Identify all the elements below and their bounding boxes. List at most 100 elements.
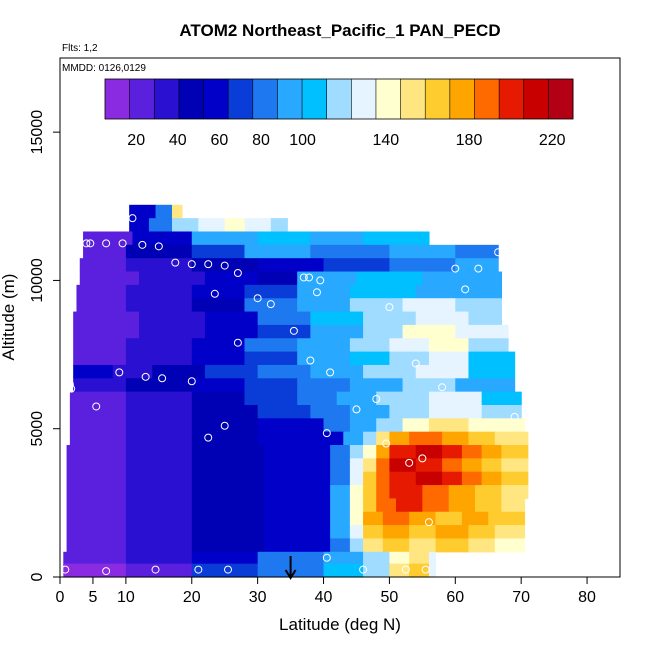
heatmap-cell <box>191 551 259 566</box>
heatmap-cell <box>244 351 298 366</box>
heatmap-cell <box>461 511 489 526</box>
heatmap-cell <box>448 498 476 513</box>
heatmap-cell <box>389 563 410 578</box>
heatmap-cell <box>191 231 259 246</box>
y-tick-label: 15000 <box>29 110 46 155</box>
heatmap-cell <box>125 471 193 486</box>
x-axis: 0 5 10 20 30 40 50 60 70 80 <box>56 577 596 606</box>
heatmap-cell <box>125 431 193 446</box>
colorbar-segment <box>252 79 278 119</box>
colorbar-segment <box>548 79 574 119</box>
heatmap-cell <box>112 364 153 379</box>
colorbar <box>104 78 574 120</box>
heatmap-cell <box>125 284 193 299</box>
observation-point <box>322 553 331 562</box>
heatmap-cell <box>125 378 193 393</box>
heatmap-cell <box>244 284 298 299</box>
heatmap-cell <box>191 378 246 393</box>
heatmap-cell <box>435 511 463 526</box>
heatmap-cell <box>69 431 127 446</box>
heatmap-cell <box>76 284 127 299</box>
heatmap-cell <box>66 525 127 540</box>
heatmap-cell <box>244 338 298 353</box>
colorbar-segment <box>375 79 402 119</box>
heatmap-cell <box>297 284 351 299</box>
colorbar-tick-label: 60 <box>211 132 229 149</box>
heatmap-cell <box>270 218 288 233</box>
heatmap-cell <box>481 404 522 419</box>
y-axis: 0 5000 10000 15000 <box>29 110 60 581</box>
heatmap-cell <box>448 485 476 500</box>
observation-point <box>418 454 427 463</box>
heatmap-cell <box>172 204 183 219</box>
observation-point <box>266 300 275 309</box>
heatmap-cell <box>66 511 127 526</box>
colorbar-ticks: 20 40 60 80 100 140 180 220 <box>127 132 565 149</box>
heatmap-cell <box>389 431 410 446</box>
heatmap-cell <box>191 351 246 366</box>
colorbar-tick-label: 80 <box>252 132 270 149</box>
heatmap-cell <box>125 458 193 473</box>
x-tick-label: 50 <box>381 589 399 606</box>
heatmap-cell <box>428 418 470 433</box>
heatmap-cell <box>125 351 193 366</box>
heatmap-cell <box>191 258 259 273</box>
heatmap-cell <box>376 431 391 446</box>
x-tick-label: 0 <box>56 589 65 606</box>
colorbar-segment <box>228 79 254 119</box>
heatmap-cell <box>330 525 351 540</box>
heatmap-cell <box>363 551 391 566</box>
heatmap-cell <box>501 458 529 473</box>
heatmap-cell <box>155 204 173 219</box>
heatmap-cell <box>409 563 430 578</box>
observation-point <box>67 384 76 393</box>
colorbar-segment <box>425 79 451 119</box>
heatmap-cell <box>191 244 246 259</box>
heatmap-cell <box>356 271 423 286</box>
heatmap-cell <box>389 351 430 366</box>
heatmap-cell <box>204 271 259 286</box>
observation-point <box>424 518 433 527</box>
heatmap-cell <box>349 511 364 526</box>
colorbar-segment <box>129 79 155 119</box>
heatmap-cell <box>66 538 127 553</box>
observation-point <box>141 372 150 381</box>
heatmap-cell <box>494 525 526 540</box>
heatmap-cell <box>79 258 127 273</box>
heatmap-cell <box>73 351 127 366</box>
colorbar-tick-label: 180 <box>456 132 483 149</box>
observation-point <box>128 214 137 223</box>
heatmap-layer <box>63 204 529 578</box>
heatmap-cell <box>428 338 470 353</box>
heatmap-cell <box>461 445 483 459</box>
heatmap-cell <box>73 324 140 339</box>
x-tick-label: 70 <box>512 589 530 606</box>
heatmap-cell <box>224 218 246 233</box>
heatmap-cell <box>475 485 503 500</box>
observation-point <box>326 368 335 377</box>
heatmap-cell <box>349 351 391 366</box>
observation-point <box>461 285 470 294</box>
heatmap-cell <box>428 404 483 419</box>
heatmap-cell <box>191 338 246 353</box>
heatmap-cell <box>376 458 391 473</box>
heatmap-cell <box>415 364 470 379</box>
colorbar-tick-label: 40 <box>169 132 187 149</box>
heatmap-cell <box>191 418 259 433</box>
heatmap-cell <box>132 231 193 246</box>
heatmap-cell <box>148 218 173 233</box>
heatmap-cell <box>125 258 193 273</box>
heatmap-cell <box>125 298 193 313</box>
observation-point <box>401 565 410 574</box>
observation-point <box>210 289 219 298</box>
heatmap-cell <box>481 445 503 459</box>
heatmap-cell <box>349 418 377 433</box>
heatmap-cell <box>264 525 331 540</box>
heatmap-cell <box>323 563 364 578</box>
heatmap-cell <box>382 511 410 526</box>
observation-point <box>154 242 163 251</box>
heatmap-cell <box>415 284 503 299</box>
heatmap-cell <box>257 404 311 419</box>
heatmap-cell <box>343 431 364 446</box>
